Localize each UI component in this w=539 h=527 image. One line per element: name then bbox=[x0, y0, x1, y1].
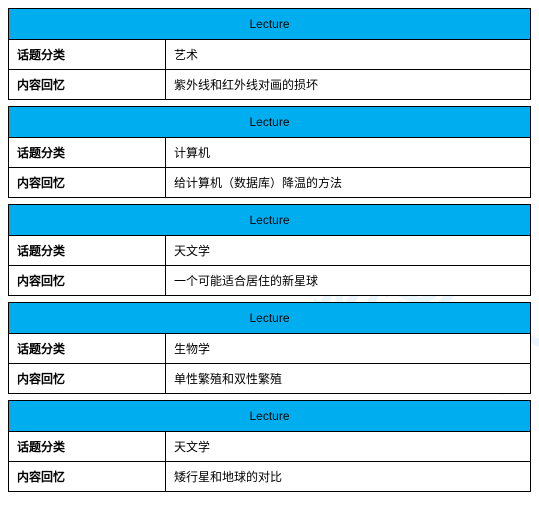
topic-label: 话题分类 bbox=[9, 432, 166, 462]
lecture-header-row: Lecture bbox=[9, 9, 531, 40]
lecture-block: Lecture话题分类生物学内容回忆单性繁殖和双性繁殖 bbox=[8, 302, 531, 394]
topic-row: 话题分类生物学 bbox=[9, 334, 531, 364]
recall-row: 内容回忆单性繁殖和双性繁殖 bbox=[9, 364, 531, 394]
topic-row: 话题分类天文学 bbox=[9, 236, 531, 266]
topic-value: 天文学 bbox=[166, 432, 531, 462]
topic-value: 天文学 bbox=[166, 236, 531, 266]
lecture-header-cell: Lecture bbox=[9, 107, 531, 138]
recall-value: 紫外线和红外线对画的损坏 bbox=[166, 70, 531, 100]
topic-value: 艺术 bbox=[166, 40, 531, 70]
topic-label: 话题分类 bbox=[9, 334, 166, 364]
lecture-header-row: Lecture bbox=[9, 205, 531, 236]
lecture-header-cell: Lecture bbox=[9, 9, 531, 40]
topic-row: 话题分类天文学 bbox=[9, 432, 531, 462]
lecture-header-cell: Lecture bbox=[9, 205, 531, 236]
lecture-block: Lecture话题分类天文学内容回忆矮行星和地球的对比 bbox=[8, 400, 531, 492]
recall-value: 单性繁殖和双性繁殖 bbox=[166, 364, 531, 394]
lecture-header-row: Lecture bbox=[9, 303, 531, 334]
topic-row: 话题分类艺术 bbox=[9, 40, 531, 70]
topic-label: 话题分类 bbox=[9, 138, 166, 168]
recall-value: 给计算机（数据库）降温的方法 bbox=[166, 168, 531, 198]
recall-value: 矮行星和地球的对比 bbox=[166, 462, 531, 492]
topic-label: 话题分类 bbox=[9, 236, 166, 266]
recall-label: 内容回忆 bbox=[9, 364, 166, 394]
lecture-header-cell: Lecture bbox=[9, 401, 531, 432]
recall-row: 内容回忆给计算机（数据库）降温的方法 bbox=[9, 168, 531, 198]
lecture-header-row: Lecture bbox=[9, 107, 531, 138]
lecture-block: Lecture话题分类计算机内容回忆给计算机（数据库）降温的方法 bbox=[8, 106, 531, 198]
lecture-header-cell: Lecture bbox=[9, 303, 531, 334]
recall-row: 内容回忆矮行星和地球的对比 bbox=[9, 462, 531, 492]
lecture-block: Lecture话题分类艺术内容回忆紫外线和红外线对画的损坏 bbox=[8, 8, 531, 100]
lecture-block: Lecture话题分类天文学内容回忆一个可能适合居住的新星球 bbox=[8, 204, 531, 296]
lecture-tables-container: Lecture话题分类艺术内容回忆紫外线和红外线对画的损坏Lecture话题分类… bbox=[8, 8, 531, 492]
topic-value: 生物学 bbox=[166, 334, 531, 364]
recall-label: 内容回忆 bbox=[9, 70, 166, 100]
topic-row: 话题分类计算机 bbox=[9, 138, 531, 168]
recall-label: 内容回忆 bbox=[9, 462, 166, 492]
topic-label: 话题分类 bbox=[9, 40, 166, 70]
recall-row: 内容回忆紫外线和红外线对画的损坏 bbox=[9, 70, 531, 100]
topic-value: 计算机 bbox=[166, 138, 531, 168]
recall-value: 一个可能适合居住的新星球 bbox=[166, 266, 531, 296]
recall-label: 内容回忆 bbox=[9, 168, 166, 198]
recall-row: 内容回忆一个可能适合居住的新星球 bbox=[9, 266, 531, 296]
recall-label: 内容回忆 bbox=[9, 266, 166, 296]
lecture-header-row: Lecture bbox=[9, 401, 531, 432]
